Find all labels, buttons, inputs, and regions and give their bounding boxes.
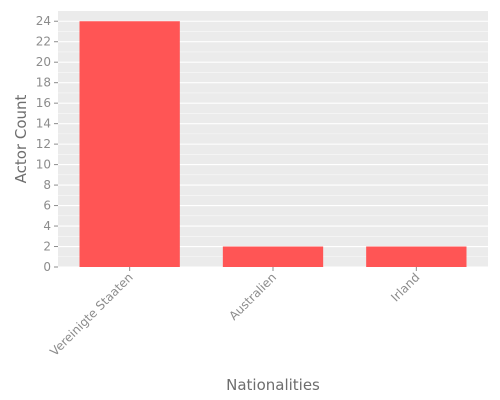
x-tick-label: Irland	[388, 270, 422, 304]
x-tick-label: Vereinigte Staaten	[47, 270, 136, 359]
x-tick-label: Australien	[226, 270, 279, 323]
bar	[79, 21, 180, 267]
y-axis-title: Actor Count	[12, 94, 30, 183]
bar	[366, 246, 467, 267]
y-tick-label: 8	[43, 178, 51, 192]
y-tick-label: 2	[43, 240, 51, 254]
y-tick-label: 6	[43, 199, 51, 213]
y-tick-label: 0	[43, 260, 51, 274]
y-tick-label: 22	[36, 35, 51, 49]
y-tick-label: 10	[36, 158, 51, 172]
y-tick-label: 14	[36, 117, 51, 131]
y-tick-label: 18	[36, 76, 51, 90]
y-tick-label: 12	[36, 137, 51, 151]
y-tick-label: 24	[36, 14, 51, 28]
y-tick-label: 20	[36, 55, 51, 69]
y-tick-label: 4	[43, 219, 51, 233]
y-tick-label: 16	[36, 96, 51, 110]
bars	[79, 21, 467, 267]
x-axis-title: Nationalities	[226, 376, 320, 394]
x-axis-ticks: Vereinigte Staaten Australien Irland	[47, 267, 422, 359]
bar	[222, 246, 324, 267]
